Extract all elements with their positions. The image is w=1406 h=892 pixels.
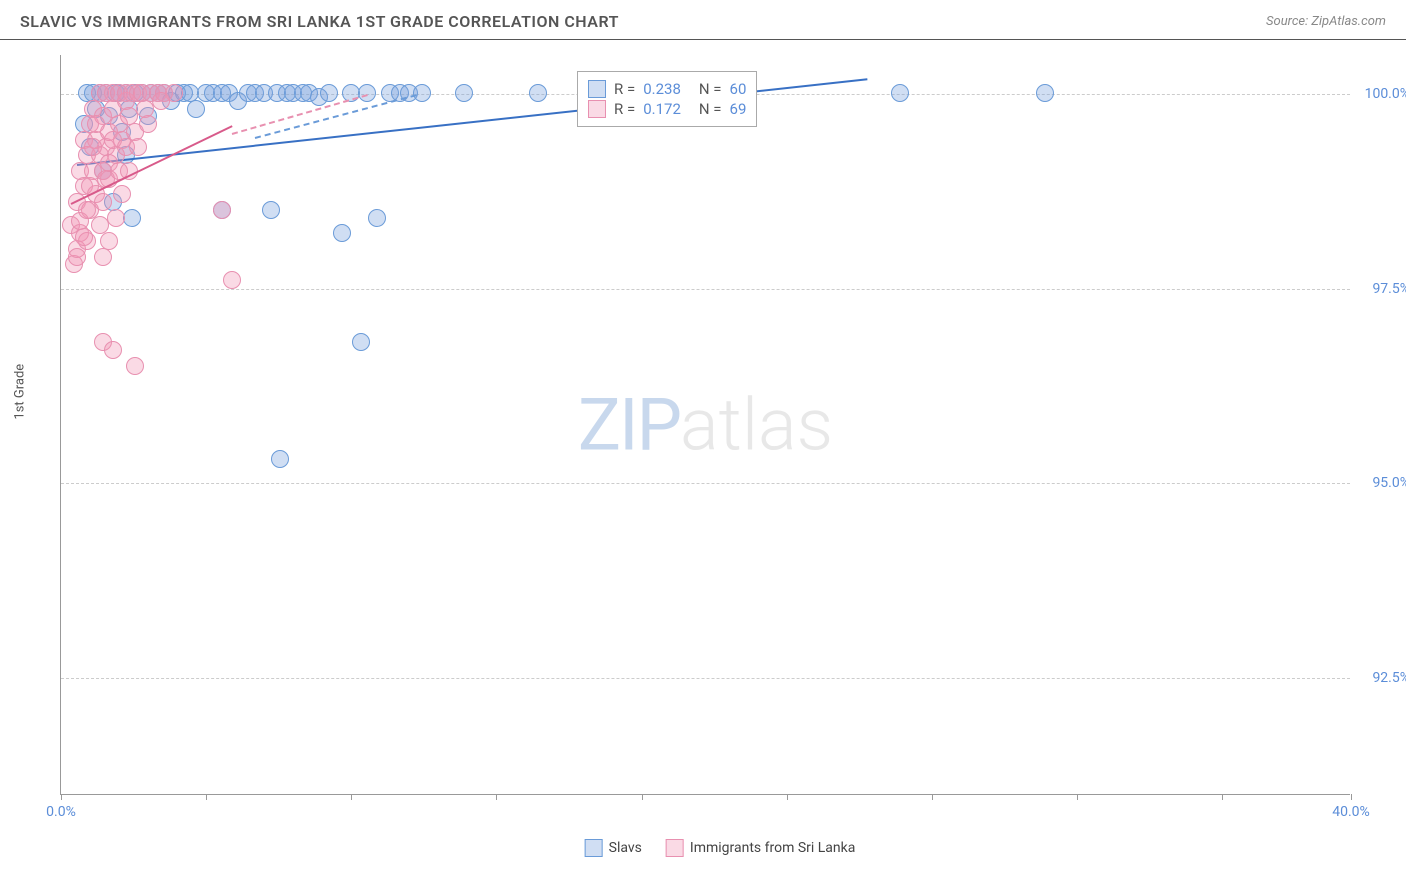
x-tick [1351, 794, 1352, 800]
data-point [413, 84, 431, 102]
data-point [75, 228, 93, 246]
swatch-icon [666, 839, 684, 857]
y-tick-label: 92.5% [1372, 670, 1406, 686]
data-point [187, 100, 205, 118]
source-label: Source: ZipAtlas.com [1266, 14, 1386, 29]
data-point [152, 92, 170, 110]
r-value: 0.172 [643, 100, 681, 118]
chart-header: SLAVIC VS IMMIGRANTS FROM SRI LANKA 1ST … [0, 0, 1406, 40]
bottom-legend: Slavs Immigrants from Sri Lanka [585, 839, 856, 857]
data-point [107, 209, 125, 227]
legend-label-srilanka: Immigrants from Sri Lanka [690, 840, 855, 856]
stats-row: R = 0.238 N = 60 [588, 80, 746, 98]
gridline [61, 289, 1350, 290]
chart-title: SLAVIC VS IMMIGRANTS FROM SRI LANKA 1ST … [20, 12, 619, 31]
data-point [113, 185, 131, 203]
data-point [262, 201, 280, 219]
x-tick [932, 794, 933, 800]
x-tick [351, 794, 352, 800]
gridline [61, 483, 1350, 484]
y-axis-label: 1st Grade [13, 364, 28, 420]
x-tick [1222, 794, 1223, 800]
y-tick-label: 95.0% [1372, 475, 1406, 491]
y-tick-label: 100.0% [1365, 86, 1406, 102]
n-value: 69 [730, 100, 747, 118]
data-point [1036, 84, 1054, 102]
data-point [94, 248, 112, 266]
data-point [94, 193, 112, 211]
r-label: R = [614, 80, 635, 98]
r-label: R = [614, 100, 635, 118]
data-point [100, 232, 118, 250]
stats-legend: R = 0.238 N = 60 R = 0.172 N = 69 [577, 71, 757, 127]
chart-area: 1st Grade ZIPatlas 92.5%95.0%97.5%100.0%… [60, 55, 1380, 825]
x-tick [642, 794, 643, 800]
data-point [358, 84, 376, 102]
data-point [129, 138, 147, 156]
data-point [126, 357, 144, 375]
y-tick-label: 97.5% [1372, 281, 1406, 297]
data-point [891, 84, 909, 102]
data-point [84, 138, 102, 156]
x-tick [1077, 794, 1078, 800]
watermark-atlas: atlas [680, 382, 833, 467]
n-label: N = [699, 100, 722, 118]
data-point [333, 224, 351, 242]
data-point [68, 248, 86, 266]
scatter-plot: ZIPatlas 92.5%95.0%97.5%100.0%0.0%40.0%R… [60, 55, 1350, 795]
n-value: 60 [730, 80, 747, 98]
data-point [320, 84, 338, 102]
n-label: N = [699, 80, 722, 98]
swatch-icon [588, 100, 606, 118]
data-point [213, 201, 231, 219]
data-point [529, 84, 547, 102]
swatch-icon [585, 839, 603, 857]
legend-label-slavs: Slavs [609, 840, 642, 856]
watermark: ZIPatlas [578, 382, 833, 467]
data-point [104, 341, 122, 359]
stats-row: R = 0.172 N = 69 [588, 100, 746, 118]
data-point [123, 209, 141, 227]
x-tick [61, 794, 62, 800]
data-point [352, 333, 370, 351]
data-point [87, 115, 105, 133]
data-point [223, 271, 241, 289]
x-tick [206, 794, 207, 800]
r-value: 0.238 [643, 80, 681, 98]
x-tick [787, 794, 788, 800]
legend-item-slavs: Slavs [585, 839, 642, 857]
gridline [61, 678, 1350, 679]
x-tick-label: 40.0% [1332, 804, 1370, 820]
data-point [139, 115, 157, 133]
data-point [368, 209, 386, 227]
x-tick-label: 0.0% [46, 804, 76, 820]
watermark-zip: ZIP [578, 382, 680, 467]
data-point [455, 84, 473, 102]
data-point [271, 450, 289, 468]
x-tick [496, 794, 497, 800]
swatch-icon [588, 80, 606, 98]
legend-item-srilanka: Immigrants from Sri Lanka [666, 839, 855, 857]
